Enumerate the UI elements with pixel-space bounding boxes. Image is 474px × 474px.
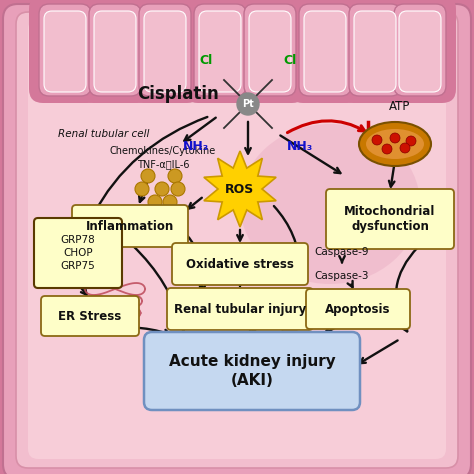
Text: Renal tubular injury: Renal tubular injury bbox=[174, 302, 306, 316]
Circle shape bbox=[163, 195, 177, 209]
Text: Cl: Cl bbox=[200, 54, 213, 66]
Ellipse shape bbox=[282, 307, 308, 345]
Circle shape bbox=[390, 133, 400, 143]
FancyBboxPatch shape bbox=[172, 243, 308, 285]
FancyBboxPatch shape bbox=[34, 218, 122, 288]
Text: Caspase-9: Caspase-9 bbox=[315, 247, 369, 257]
Circle shape bbox=[148, 195, 162, 209]
FancyBboxPatch shape bbox=[144, 332, 360, 410]
Text: TNF-α、IL-6: TNF-α、IL-6 bbox=[137, 159, 189, 169]
FancyBboxPatch shape bbox=[79, 0, 151, 103]
Circle shape bbox=[382, 144, 392, 154]
Text: Mitochondrial
dysfunction: Mitochondrial dysfunction bbox=[344, 205, 436, 233]
FancyBboxPatch shape bbox=[244, 4, 296, 96]
Text: NH₃: NH₃ bbox=[183, 139, 209, 153]
Ellipse shape bbox=[297, 315, 309, 337]
FancyBboxPatch shape bbox=[39, 4, 91, 96]
Text: Apoptosis: Apoptosis bbox=[325, 302, 391, 316]
Text: NH₃: NH₃ bbox=[287, 139, 313, 153]
FancyBboxPatch shape bbox=[194, 4, 246, 96]
FancyBboxPatch shape bbox=[199, 11, 241, 92]
FancyBboxPatch shape bbox=[129, 0, 201, 103]
FancyBboxPatch shape bbox=[349, 4, 401, 96]
FancyBboxPatch shape bbox=[3, 4, 471, 474]
Text: ER Stress: ER Stress bbox=[58, 310, 122, 322]
FancyBboxPatch shape bbox=[384, 0, 456, 103]
Text: Inflammation: Inflammation bbox=[86, 219, 174, 233]
FancyBboxPatch shape bbox=[44, 11, 86, 92]
Ellipse shape bbox=[240, 124, 420, 284]
FancyBboxPatch shape bbox=[28, 19, 446, 459]
FancyBboxPatch shape bbox=[234, 0, 306, 103]
FancyBboxPatch shape bbox=[16, 12, 458, 468]
Ellipse shape bbox=[359, 122, 431, 166]
FancyBboxPatch shape bbox=[394, 4, 446, 96]
Text: Cisplatin: Cisplatin bbox=[137, 85, 219, 103]
Circle shape bbox=[155, 182, 169, 196]
FancyBboxPatch shape bbox=[144, 11, 186, 92]
Text: Renal tubular cell: Renal tubular cell bbox=[58, 129, 149, 139]
FancyBboxPatch shape bbox=[184, 0, 256, 103]
Circle shape bbox=[406, 136, 416, 146]
Text: GRP78
CHOP
GRP75: GRP78 CHOP GRP75 bbox=[61, 235, 95, 271]
FancyBboxPatch shape bbox=[304, 11, 346, 92]
FancyBboxPatch shape bbox=[72, 205, 188, 247]
Text: Acute kidney injury
(AKI): Acute kidney injury (AKI) bbox=[169, 354, 336, 388]
Text: Chemokines/Cytokine: Chemokines/Cytokine bbox=[110, 146, 216, 156]
Circle shape bbox=[135, 182, 149, 196]
Circle shape bbox=[372, 135, 382, 145]
Text: Pt: Pt bbox=[242, 99, 254, 109]
Text: Caspase-3: Caspase-3 bbox=[315, 271, 369, 281]
FancyBboxPatch shape bbox=[29, 0, 101, 103]
FancyBboxPatch shape bbox=[249, 11, 291, 92]
Circle shape bbox=[400, 143, 410, 153]
Text: Oxidative stress: Oxidative stress bbox=[186, 257, 294, 271]
Circle shape bbox=[141, 169, 155, 183]
FancyBboxPatch shape bbox=[89, 4, 141, 96]
Ellipse shape bbox=[366, 129, 424, 159]
FancyBboxPatch shape bbox=[94, 11, 136, 92]
FancyBboxPatch shape bbox=[306, 289, 410, 329]
Text: Cl: Cl bbox=[283, 54, 297, 66]
FancyBboxPatch shape bbox=[41, 296, 139, 336]
Circle shape bbox=[237, 93, 259, 115]
Polygon shape bbox=[204, 151, 276, 227]
Circle shape bbox=[171, 182, 185, 196]
FancyBboxPatch shape bbox=[399, 11, 441, 92]
Text: ROS: ROS bbox=[225, 182, 255, 195]
FancyBboxPatch shape bbox=[139, 4, 191, 96]
Text: ATP: ATP bbox=[389, 100, 410, 112]
FancyBboxPatch shape bbox=[326, 189, 454, 249]
Circle shape bbox=[168, 169, 182, 183]
FancyBboxPatch shape bbox=[299, 4, 351, 96]
FancyBboxPatch shape bbox=[354, 11, 396, 92]
FancyBboxPatch shape bbox=[339, 0, 411, 103]
FancyBboxPatch shape bbox=[167, 288, 313, 330]
FancyBboxPatch shape bbox=[289, 0, 361, 103]
